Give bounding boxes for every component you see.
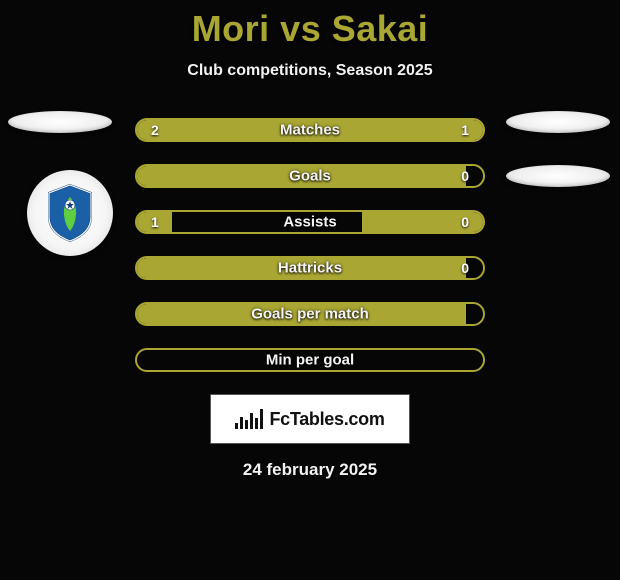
stat-fill-left bbox=[137, 304, 466, 324]
comparison-content: Matches21Goals0Assists10Hattricks0Goals … bbox=[0, 118, 620, 480]
stat-row: Goals0 bbox=[135, 164, 485, 188]
stat-value-right: 0 bbox=[461, 168, 469, 184]
brand-text: FcTables.com bbox=[269, 409, 384, 430]
stat-label: Min per goal bbox=[137, 352, 483, 369]
stat-value-left: 2 bbox=[151, 122, 159, 138]
avatar-pill-left-1 bbox=[8, 111, 112, 133]
avatar-pill-right-2 bbox=[506, 165, 610, 187]
subtitle: Club competitions, Season 2025 bbox=[0, 62, 620, 80]
club-badge bbox=[27, 170, 113, 256]
stat-fill-left bbox=[137, 166, 466, 186]
date-text: 24 february 2025 bbox=[0, 460, 620, 480]
avatar-pill-right-1 bbox=[506, 111, 610, 133]
brand-bars-icon bbox=[235, 409, 263, 429]
stat-row: Matches21 bbox=[135, 118, 485, 142]
brand-box[interactable]: FcTables.com bbox=[210, 394, 410, 444]
stat-fill-left bbox=[137, 258, 466, 278]
stat-value-right: 0 bbox=[461, 260, 469, 276]
page-title: Mori vs Sakai bbox=[0, 0, 620, 50]
stat-row: Goals per match bbox=[135, 302, 485, 326]
stat-row: Hattricks0 bbox=[135, 256, 485, 280]
stat-value-left: 1 bbox=[151, 214, 159, 230]
club-crest-icon bbox=[45, 183, 95, 243]
stat-fill-left bbox=[137, 120, 365, 140]
stat-row: Assists10 bbox=[135, 210, 485, 234]
stat-row: Min per goal bbox=[135, 348, 485, 372]
stat-value-right: 0 bbox=[461, 214, 469, 230]
stat-value-right: 1 bbox=[461, 122, 469, 138]
